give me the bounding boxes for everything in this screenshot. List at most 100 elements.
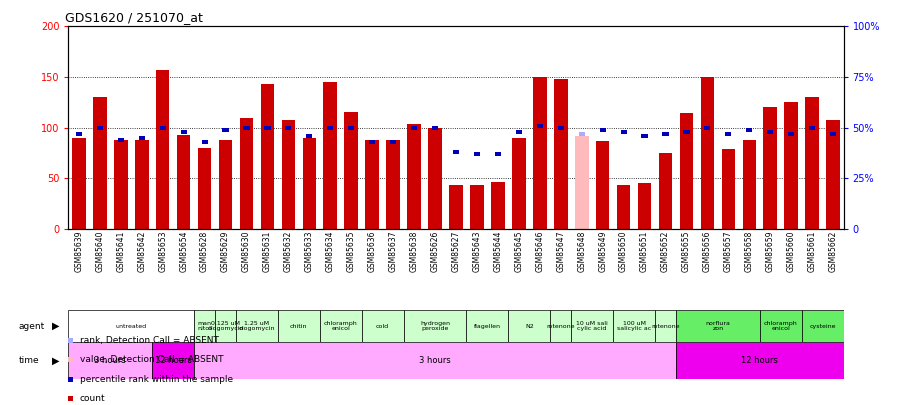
Bar: [675, 310, 759, 342]
Text: 1.25 uM
ologomycin: 1.25 uM ologomycin: [239, 321, 275, 331]
Text: GSM85644: GSM85644: [493, 230, 502, 272]
Bar: [553, 79, 567, 229]
Text: GSM85646: GSM85646: [535, 230, 544, 272]
Bar: [365, 140, 379, 229]
Bar: [285, 126, 292, 130]
Text: GSM85634: GSM85634: [325, 230, 334, 272]
Text: 3 hours: 3 hours: [419, 356, 450, 365]
Bar: [495, 152, 500, 156]
Bar: [470, 185, 483, 229]
Text: chitin: chitin: [290, 324, 307, 328]
Text: ▶: ▶: [52, 321, 59, 331]
Bar: [759, 310, 801, 342]
Bar: [152, 342, 194, 379]
Bar: [558, 126, 563, 130]
Bar: [742, 140, 755, 229]
Text: cysteine: cysteine: [808, 324, 835, 328]
Bar: [177, 134, 190, 229]
Bar: [344, 112, 358, 229]
Text: rank, Detection Call = ABSENT: rank, Detection Call = ABSENT: [79, 336, 219, 345]
Bar: [428, 128, 441, 229]
Text: GSM85645: GSM85645: [514, 230, 523, 272]
Bar: [114, 140, 128, 229]
Bar: [306, 134, 312, 138]
Bar: [156, 70, 169, 229]
Bar: [320, 310, 362, 342]
Text: count: count: [79, 394, 105, 403]
Bar: [682, 130, 689, 134]
Bar: [201, 140, 208, 144]
Bar: [68, 310, 194, 342]
Text: GDS1620 / 251070_at: GDS1620 / 251070_at: [65, 11, 202, 24]
Bar: [724, 132, 731, 136]
Bar: [507, 310, 549, 342]
Text: GSM85630: GSM85630: [241, 230, 251, 272]
Bar: [658, 153, 671, 229]
Bar: [278, 310, 320, 342]
Text: GSM85631: GSM85631: [262, 230, 271, 272]
Bar: [432, 126, 437, 130]
Bar: [369, 140, 374, 144]
Text: GSM85658: GSM85658: [744, 230, 753, 272]
Bar: [261, 84, 274, 229]
Bar: [595, 141, 609, 229]
Text: ▶: ▶: [52, 356, 59, 365]
Bar: [661, 132, 668, 136]
Text: GSM85647: GSM85647: [556, 230, 565, 272]
Text: untreated: untreated: [116, 324, 147, 328]
Bar: [194, 342, 675, 379]
Bar: [407, 124, 421, 229]
Text: N2: N2: [525, 324, 533, 328]
Bar: [700, 77, 713, 229]
Text: GSM85643: GSM85643: [472, 230, 481, 272]
Text: GSM85642: GSM85642: [137, 230, 146, 272]
Text: GSM85660: GSM85660: [786, 230, 795, 272]
Bar: [808, 126, 814, 130]
Bar: [93, 97, 107, 229]
Text: 10 uM sali
cylic acid: 10 uM sali cylic acid: [576, 321, 608, 331]
Text: percentile rank within the sample: percentile rank within the sample: [79, 375, 232, 384]
Bar: [240, 118, 253, 229]
Bar: [138, 136, 145, 140]
Text: rotenone: rotenone: [650, 324, 679, 328]
Text: 12 hours: 12 hours: [741, 356, 777, 365]
Bar: [411, 126, 416, 130]
Bar: [264, 126, 271, 130]
Text: chloramph
enicol: chloramph enicol: [323, 321, 357, 331]
Bar: [362, 310, 404, 342]
Text: GSM85635: GSM85635: [346, 230, 355, 272]
Bar: [449, 185, 462, 229]
Bar: [675, 342, 843, 379]
Bar: [801, 310, 843, 342]
Text: GSM85633: GSM85633: [304, 230, 313, 272]
Text: GSM85637: GSM85637: [388, 230, 397, 272]
Bar: [222, 128, 229, 132]
Text: norflura
zon: norflura zon: [705, 321, 730, 331]
Bar: [68, 342, 152, 379]
Bar: [578, 132, 584, 136]
Bar: [511, 138, 525, 229]
Bar: [76, 132, 82, 136]
Text: agent: agent: [18, 322, 45, 330]
Bar: [243, 126, 250, 130]
Text: GSM85655: GSM85655: [681, 230, 691, 272]
Text: GSM85661: GSM85661: [807, 230, 815, 272]
Bar: [612, 310, 654, 342]
Bar: [453, 150, 458, 154]
Bar: [135, 140, 148, 229]
Bar: [490, 182, 504, 229]
Text: GSM85639: GSM85639: [75, 230, 83, 272]
Bar: [236, 310, 278, 342]
Text: time: time: [18, 356, 39, 365]
Text: GSM85626: GSM85626: [430, 230, 439, 272]
Bar: [390, 140, 395, 144]
Bar: [599, 128, 605, 132]
Text: GSM85628: GSM85628: [200, 230, 209, 272]
Text: GSM85650: GSM85650: [619, 230, 628, 272]
Bar: [118, 138, 124, 142]
Text: GSM85638: GSM85638: [409, 230, 418, 272]
Text: 100 uM
salicylic ac: 100 uM salicylic ac: [616, 321, 650, 331]
Bar: [386, 140, 400, 229]
Bar: [532, 77, 546, 229]
Bar: [745, 128, 752, 132]
